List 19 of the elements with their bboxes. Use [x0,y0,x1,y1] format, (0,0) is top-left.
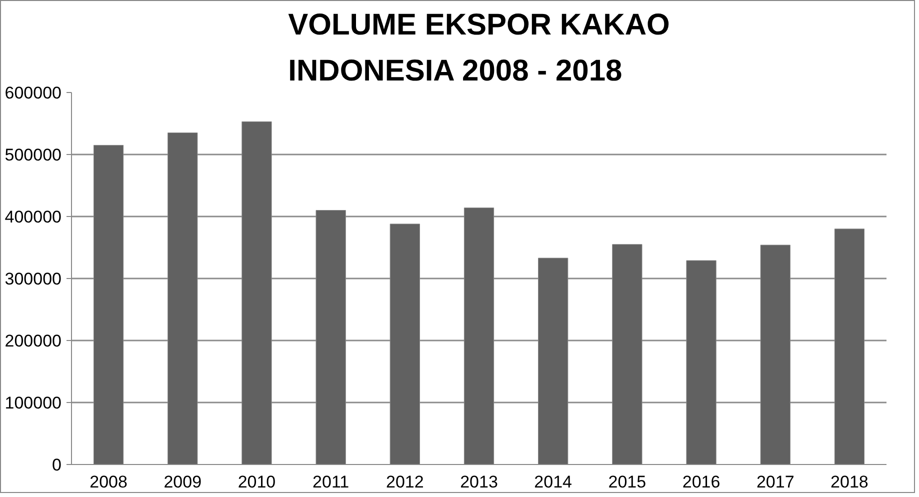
x-tick-label: 2016 [682,472,720,492]
x-tick-label: 2012 [386,472,424,492]
x-tick-label: 2011 [312,472,350,492]
x-tick-label: 2015 [608,472,646,492]
y-tick-label: 300000 [4,270,62,288]
x-tick-label: 2013 [460,472,498,492]
y-tick-label: 0 [52,456,62,474]
x-tick-label: 2010 [238,472,276,492]
y-tick-label: 500000 [4,146,62,164]
y-tick-label: 600000 [4,84,62,102]
x-tick-label: 2014 [534,472,572,492]
x-tick-label: 2017 [756,472,794,492]
x-tick-label: 2009 [164,472,202,492]
y-tick-label: 200000 [4,332,62,350]
x-tick-label: 2008 [90,472,128,492]
x-tick-label: 2018 [830,472,868,492]
y-tick-label: 100000 [4,394,62,412]
y-tick-label: 400000 [4,208,62,226]
chart-title: VOLUME EKSPOR KAKAO INDONESIA 2008 - 2018 [288,8,670,88]
